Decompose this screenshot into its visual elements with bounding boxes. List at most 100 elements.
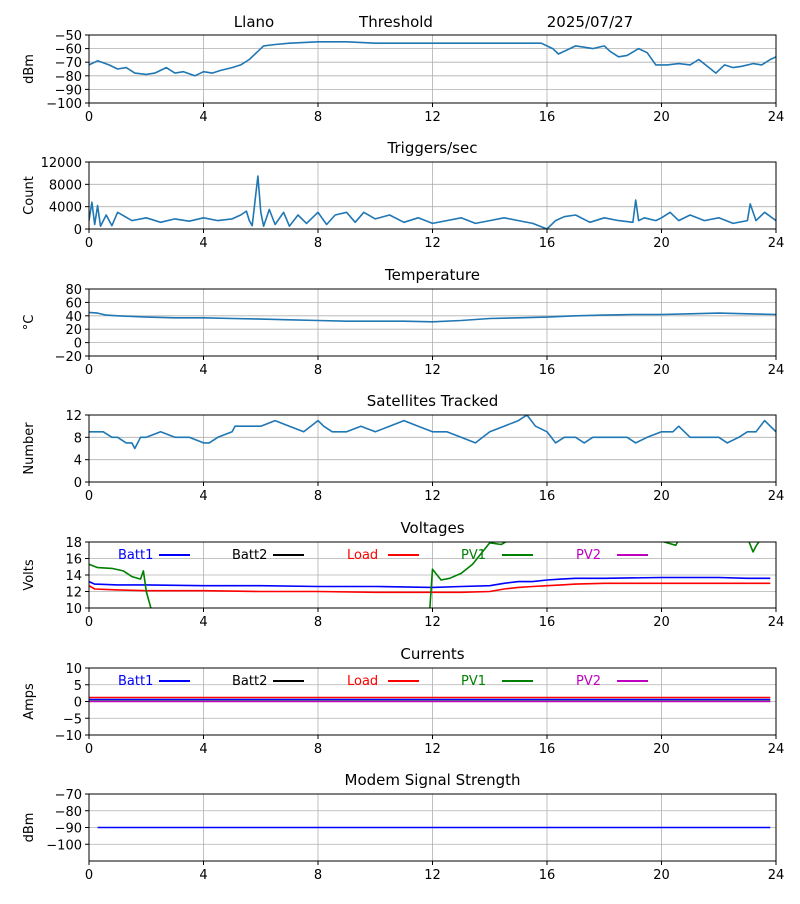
y-axis-label: Count	[22, 176, 37, 215]
y-tick-label: 0	[74, 476, 82, 491]
series-line-data	[89, 311, 776, 323]
x-tick-label: 12	[424, 489, 441, 504]
y-tick-label: 8000	[49, 178, 82, 193]
y-tick-label: 14	[65, 569, 82, 584]
x-tick-label: 12	[424, 363, 441, 378]
legend-label-batt2: Batt2	[232, 674, 267, 689]
x-tick-label: 4	[199, 615, 207, 630]
series-line-load	[89, 582, 771, 594]
chart-title: Currents	[400, 645, 464, 663]
y-tick-label: −80	[55, 805, 82, 820]
x-tick-label: 4	[199, 236, 207, 251]
y-tick-label: 20	[65, 323, 82, 338]
series-line-batt1	[89, 576, 771, 589]
x-tick-label: 16	[539, 742, 556, 757]
x-tick-label: 4	[199, 742, 207, 757]
y-tick-label: 0	[74, 696, 82, 711]
chart-panel-6: Batt1 Batt2 Load PV1 PV2 0 4 8 12 16 20 24 −10 −50 5 10…	[22, 645, 784, 757]
series-line-pv1	[89, 542, 760, 608]
x-tick-label: 24	[768, 868, 785, 883]
x-tick-label: 8	[314, 363, 322, 378]
x-tick-label: 24	[768, 742, 785, 757]
legend-label-batt1: Batt1	[118, 674, 153, 689]
header-label: Threshold	[358, 13, 433, 31]
x-tick-label: 20	[653, 236, 670, 251]
x-tick-label: 8	[314, 615, 322, 630]
legend-label-pv1: PV1	[461, 674, 486, 689]
y-tick-label: −90	[55, 822, 82, 837]
y-tick-label: −100	[46, 838, 82, 853]
x-tick-label: 8	[314, 236, 322, 251]
legend-label-load: Load	[347, 674, 378, 689]
x-tick-label: 20	[653, 868, 670, 883]
y-tick-label: 12	[65, 586, 82, 601]
x-tick-label: 16	[539, 615, 556, 630]
chart-title: Temperature	[384, 266, 480, 284]
y-axis-label: Number	[22, 422, 37, 475]
chart-panel-4: 0 4 8 12 16 20 24 0 4 8 12 Satellites Tracked Number	[22, 392, 784, 504]
legend-label-batt1: Batt1	[118, 548, 153, 563]
y-tick-label: 8	[74, 431, 82, 446]
chart-panel-2: 0 4 8 12 16 20 24 0 4000 8000 12000 Triggers/sec Cou…	[22, 139, 784, 251]
y-tick-label: −20	[55, 350, 82, 365]
y-axis-label: Volts	[22, 559, 37, 591]
chart-title: Triggers/sec	[387, 139, 478, 157]
x-tick-label: 12	[424, 868, 441, 883]
y-axis-label: Amps	[22, 683, 37, 720]
x-tick-label: 20	[653, 110, 670, 125]
x-tick-label: 0	[85, 489, 93, 504]
y-tick-label: 0	[74, 337, 82, 352]
series-line-data	[89, 175, 776, 229]
chart-panel-7: 0 4 8 12 16 20 24 −100−90 −80 −70 Modem Signal Str…	[22, 771, 784, 883]
x-tick-label: 8	[314, 489, 322, 504]
y-tick-label: −10	[55, 729, 82, 744]
x-tick-label: 20	[653, 489, 670, 504]
x-tick-label: 4	[199, 489, 207, 504]
x-tick-label: 20	[653, 363, 670, 378]
x-tick-label: 12	[424, 236, 441, 251]
x-tick-label: 12	[424, 110, 441, 125]
x-tick-label: 0	[85, 742, 93, 757]
y-tick-label: −70	[55, 56, 82, 71]
y-tick-label: 4	[74, 454, 82, 469]
x-tick-label: 24	[768, 489, 785, 504]
y-tick-label: 0	[74, 223, 82, 238]
y-axis-label: dBm	[22, 54, 37, 84]
chart-panel-1: 0 4 8 12 16 20 24 −100−90−80−70−60−50 dBm	[22, 29, 784, 125]
y-axis-label: °C	[22, 315, 37, 331]
y-tick-label: 5	[74, 679, 82, 694]
x-tick-label: 16	[539, 363, 556, 378]
x-tick-label: 8	[314, 742, 322, 757]
y-tick-label: −50	[55, 29, 82, 44]
legend-label-batt2: Batt2	[232, 548, 267, 563]
x-tick-label: 24	[768, 363, 785, 378]
x-tick-label: 24	[768, 110, 785, 125]
legend-label-pv1: PV1	[461, 548, 486, 563]
x-tick-label: 4	[199, 110, 207, 125]
x-tick-label: 4	[199, 363, 207, 378]
legend-label-pv2: PV2	[576, 548, 601, 563]
y-tick-label: 10	[65, 662, 82, 677]
y-tick-label: 12000	[41, 156, 82, 171]
y-tick-label: 10	[65, 602, 82, 617]
series-line-data	[89, 415, 776, 450]
x-tick-label: 0	[85, 615, 93, 630]
x-tick-label: 12	[424, 615, 441, 630]
x-tick-label: 4	[199, 868, 207, 883]
y-tick-label: −5	[63, 712, 82, 727]
y-tick-label: 16	[65, 553, 82, 568]
chart-title: Satellites Tracked	[367, 392, 498, 410]
y-tick-label: −100	[46, 97, 82, 112]
y-axis-label: dBm	[22, 813, 37, 843]
y-tick-label: −70	[55, 788, 82, 803]
x-tick-label: 16	[539, 868, 556, 883]
y-tick-label: 12	[65, 409, 82, 424]
x-tick-label: 24	[768, 236, 785, 251]
series-line-data	[89, 41, 776, 77]
x-tick-label: 16	[539, 236, 556, 251]
chart-title: Voltages	[400, 519, 464, 537]
y-tick-label: 4000	[49, 201, 82, 216]
